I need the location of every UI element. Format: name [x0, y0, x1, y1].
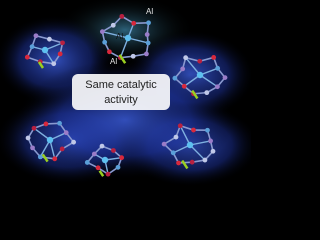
metal-atom: [41, 46, 49, 54]
atom: [71, 139, 77, 145]
atom: [191, 127, 196, 133]
bond: [185, 57, 201, 76]
molecule-layer: [24, 13, 228, 177]
atom: [181, 83, 187, 89]
atom: [110, 22, 116, 28]
page-body: Same catalytic activity Al Al Al (() => …: [0, 0, 251, 187]
atom: [144, 32, 150, 37]
atom: [30, 145, 35, 151]
bond: [37, 61, 45, 69]
atom: [91, 151, 97, 157]
bond: [49, 139, 56, 159]
bond: [127, 37, 149, 44]
atom: [131, 20, 137, 26]
metal-atom: [196, 71, 204, 79]
metal-atom: [186, 141, 194, 149]
atom: [37, 154, 43, 160]
atom: [172, 75, 178, 81]
bond: [185, 56, 200, 63]
atom: [107, 49, 112, 55]
atom: [176, 160, 181, 166]
atom: [47, 36, 52, 42]
atom-label: Al: [110, 57, 117, 66]
atom: [57, 120, 62, 126]
bond: [119, 37, 129, 58]
atom: [202, 157, 208, 163]
page: {"caption": {"lines": ["Same catalytic",…: [0, 0, 251, 187]
bond: [98, 170, 105, 177]
caption-line: activity: [104, 94, 138, 106]
atom: [57, 51, 63, 57]
atom: [99, 29, 105, 35]
bond: [199, 56, 214, 63]
bond: [179, 125, 191, 146]
atom: [205, 127, 210, 133]
bond: [133, 21, 149, 25]
atom: [177, 123, 183, 129]
atom: [208, 138, 213, 144]
atom: [102, 39, 108, 45]
atom: [183, 55, 189, 61]
atom: [197, 58, 203, 64]
atom: [99, 143, 105, 149]
metal-atom: [46, 136, 54, 144]
bond: [102, 30, 129, 39]
atom: [33, 33, 39, 39]
atom: [95, 165, 101, 171]
atom: [29, 44, 35, 50]
bond: [199, 74, 218, 88]
atom: [119, 155, 125, 161]
caption-box: [72, 74, 170, 110]
atom: [31, 125, 37, 131]
atom: [189, 159, 195, 165]
atom: [115, 164, 121, 170]
atom: [211, 55, 217, 60]
atom: [130, 53, 136, 59]
atom: [215, 65, 221, 71]
metal-atom: [101, 156, 109, 164]
bond: [33, 127, 51, 141]
atom: [146, 20, 151, 26]
atom: [59, 146, 65, 152]
bond: [183, 74, 201, 87]
atom: [63, 130, 69, 136]
bond: [118, 54, 127, 64]
atom: [161, 141, 167, 147]
atom: [25, 135, 31, 141]
atom: [105, 171, 111, 177]
bond: [39, 139, 51, 158]
atom: [204, 90, 210, 96]
atom: [144, 51, 149, 57]
atom: [43, 121, 49, 127]
atom: [84, 160, 90, 165]
metal-atom: [124, 34, 132, 42]
atom: [145, 40, 151, 46]
bond: [41, 153, 49, 163]
molecular-scene: Same catalytic activity Al Al Al: [0, 0, 251, 187]
atom: [180, 66, 186, 72]
atom: [51, 61, 57, 67]
bond: [189, 144, 206, 161]
atom: [52, 156, 58, 162]
atom: [24, 54, 30, 60]
atom: [215, 84, 220, 90]
atom: [119, 13, 125, 19]
atom: [210, 148, 216, 154]
atom: [173, 134, 179, 140]
bond: [189, 140, 211, 146]
bond: [40, 156, 55, 160]
bond: [191, 89, 199, 100]
atom: [222, 75, 228, 80]
atom-label: Al: [116, 32, 123, 41]
atom: [170, 150, 176, 156]
caption-line: Same catalytic: [85, 79, 157, 91]
atom-label: Al: [146, 7, 153, 16]
bond: [181, 159, 189, 170]
atom: [60, 40, 65, 46]
atom: [111, 148, 116, 153]
